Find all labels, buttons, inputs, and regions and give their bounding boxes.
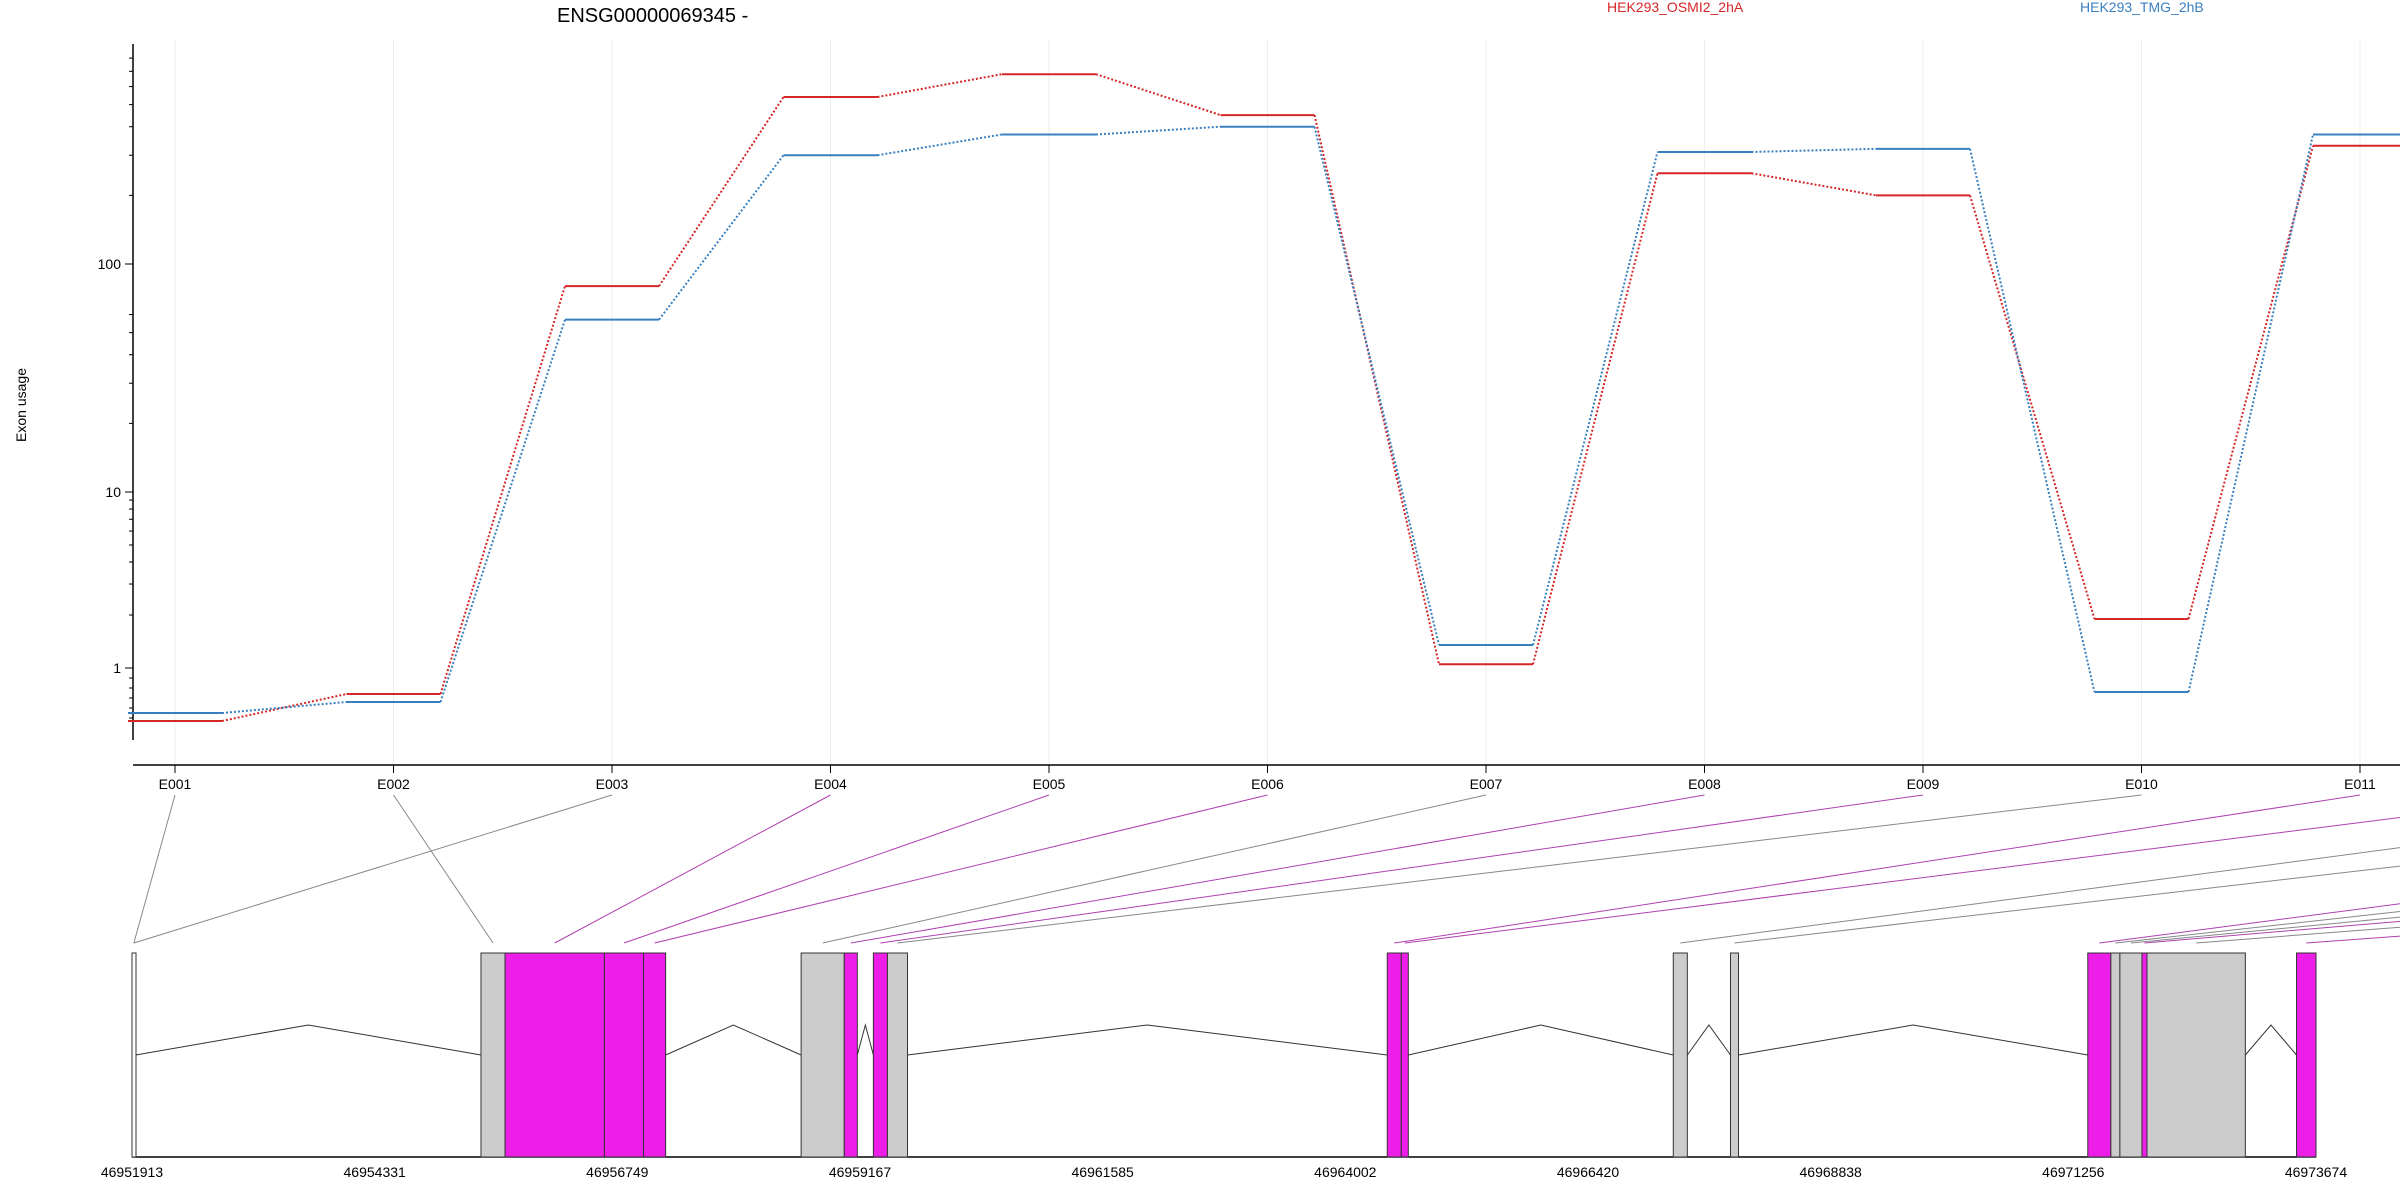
x-tick-label: E006 [1251, 776, 1284, 792]
exon-link-line [1680, 847, 2400, 944]
series-1-connector [1969, 195, 2096, 620]
x-tick-label: E011 [2344, 776, 2376, 792]
series-1-connector [1532, 173, 1659, 665]
series-1-connector [439, 285, 566, 695]
series-1-connector [1313, 114, 1440, 665]
exon-link-line [2115, 910, 2400, 944]
axes-layer: 1 10 100 E001 E002 E003 E004 E005 E006 E007 E008 E0… [98, 44, 2400, 792]
y-axis-label: Exon usage [13, 368, 29, 442]
y-tick-label: 10 [105, 484, 121, 500]
series-1-connector [1751, 172, 1877, 197]
series-2-connector [877, 133, 1003, 157]
exon-link-line [822, 794, 1487, 944]
exon-box [2141, 952, 2148, 1158]
y-tick-label: 100 [98, 256, 122, 272]
x-tick-label: E002 [377, 776, 410, 792]
coordinate-label: 46966420 [1557, 1164, 1620, 1180]
coordinate-label: 46961585 [1072, 1164, 1135, 1180]
x-tick-label: E004 [814, 776, 847, 792]
exon-link-line [1404, 817, 2400, 944]
x-tick-label: E003 [596, 776, 629, 792]
exon-link-line [654, 794, 1268, 944]
coordinate-label: 46951913 [101, 1164, 164, 1180]
intron-line [2244, 1024, 2297, 1056]
exon-box [1729, 952, 1740, 1158]
exon-box [2146, 952, 2246, 1158]
exon-link-line [554, 794, 831, 944]
series-2-connector [1095, 125, 1221, 136]
x-tick-label: E005 [1033, 776, 1066, 792]
exon-link-line [1734, 865, 2400, 944]
exon-box [2296, 952, 2317, 1158]
intron-line [135, 1024, 482, 1056]
series-2-connector [658, 154, 785, 321]
exon-box [1400, 952, 1409, 1158]
series-1-connector [2187, 145, 2314, 620]
intron-line [1408, 1024, 1674, 1056]
gene-model-layer: 46951913 46954331 46956749 46959167 46961585… [101, 952, 2348, 1180]
exon-link-line [393, 794, 494, 944]
coordinate-label: 46959167 [829, 1164, 892, 1180]
x-tick-label: E010 [2125, 776, 2158, 792]
series-2-connector [439, 319, 566, 703]
exon-link-layer [133, 794, 2400, 944]
series-2-connector [1751, 147, 1877, 153]
exon-link-line [133, 794, 613, 944]
exon-box [886, 952, 909, 1158]
exon-link-line [2130, 916, 2400, 944]
series-2-connector [221, 701, 347, 714]
coordinate-label: 46971256 [2042, 1164, 2105, 1180]
exon-link-line [1394, 794, 2361, 944]
exon-box [504, 952, 605, 1158]
series-1-connector [658, 96, 785, 287]
legend-entry-series-1: HEK293_OSMI2_2hA [1607, 0, 1744, 15]
intron-line [856, 1023, 874, 1056]
exon-link-line [2099, 903, 2400, 944]
intron-line [907, 1024, 1388, 1056]
exon-link-line [2196, 926, 2400, 944]
series-2-connector [2187, 134, 2314, 693]
series-1-connector [221, 693, 347, 722]
series-2-connector [1313, 126, 1440, 646]
exon-link-line [850, 794, 1705, 944]
series-layer [128, 73, 2400, 722]
series-1-connector [1095, 73, 1221, 117]
exon-box [2087, 952, 2112, 1158]
exon-link-line [133, 794, 176, 944]
legend-entry-series-2: HEK293_TMG_2hB [2080, 0, 2204, 15]
chart-title: ENSG00000069345 - [557, 5, 748, 27]
exon-box [2119, 952, 2143, 1158]
exon-box [480, 952, 506, 1158]
exon-box [800, 952, 845, 1158]
intron-line [665, 1024, 802, 1056]
series-2-connector [1532, 151, 1659, 646]
intron-line [1738, 1024, 2088, 1056]
series-2-connector [1969, 148, 2096, 693]
exon-box [872, 952, 888, 1158]
y-tick-label: 1 [113, 660, 121, 676]
coordinate-label: 46973674 [2285, 1164, 2348, 1180]
x-tick-label: E008 [1688, 776, 1721, 792]
coordinate-label: 46954331 [344, 1164, 407, 1180]
exon-box [643, 952, 667, 1158]
coordinate-label: 46956749 [586, 1164, 649, 1180]
exon-box [603, 952, 645, 1158]
x-tick-label: E009 [1907, 776, 1940, 792]
exon-link-line [897, 794, 2142, 944]
coordinate-label: 46968838 [1800, 1164, 1863, 1180]
exon-link-line [623, 794, 1050, 944]
exon-box [2110, 952, 2121, 1158]
intron-line [1686, 1024, 1731, 1056]
exon-box [131, 952, 137, 1158]
coordinate-label: 46964002 [1314, 1164, 1377, 1180]
x-tick-label: E007 [1470, 776, 1503, 792]
exon-link-line [880, 794, 1924, 944]
grid-layer [174, 40, 2361, 765]
series-1-connector [877, 73, 1003, 98]
x-tick-label: E001 [159, 776, 192, 792]
exon-box [843, 952, 858, 1158]
exon-box [1386, 952, 1402, 1158]
exon-box [1672, 952, 1688, 1158]
